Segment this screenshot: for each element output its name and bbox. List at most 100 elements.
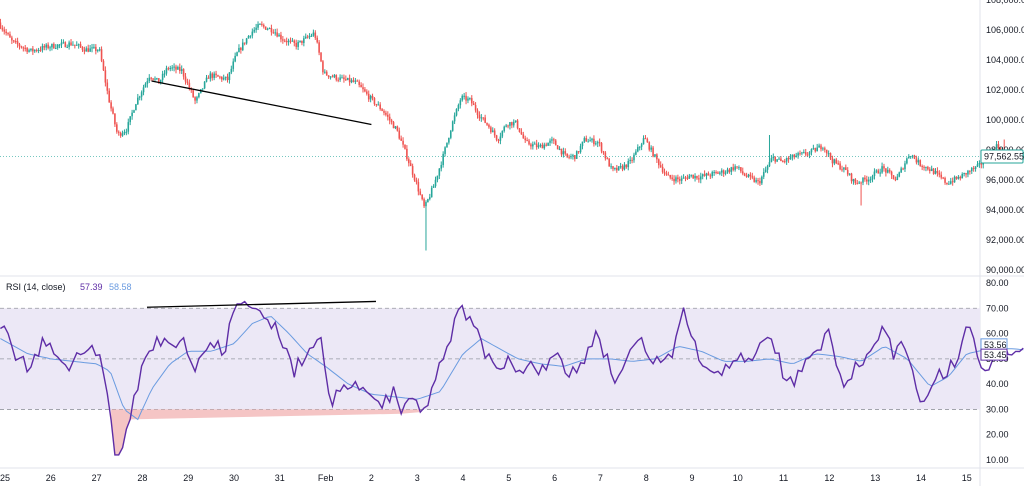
candle — [930, 165, 933, 172]
time-axis[interactable]: 25 26 27 28 29 30 31 Feb 2 3 4 5 6 7 8 9 10 11 12 13 14 15 — [0, 467, 1024, 483]
candle — [600, 142, 603, 154]
candle — [753, 175, 756, 183]
candle — [226, 73, 229, 83]
candle — [614, 167, 616, 171]
candle — [337, 77, 339, 83]
candle — [47, 42, 49, 50]
candle — [554, 139, 557, 146]
candle — [79, 41, 82, 48]
candle — [278, 33, 280, 37]
candle — [207, 75, 210, 79]
candle — [434, 176, 437, 188]
candle — [30, 48, 32, 52]
price-axis[interactable]: 90,000.0092,000.0094,000.0096,000.0098,0… — [980, 0, 1024, 275]
rsi-last-label: 53.45 — [984, 350, 1007, 360]
candle — [740, 166, 742, 174]
price-trendline[interactable] — [151, 80, 372, 126]
candle — [902, 167, 904, 171]
candle — [652, 145, 654, 158]
rsi-ma-line[interactable] — [0, 316, 1024, 421]
candle — [411, 163, 414, 178]
rsi-tick-label: 40.00 — [986, 379, 1009, 389]
candle — [295, 39, 298, 50]
price-tick-label: 100,000.00 — [986, 115, 1024, 125]
candle — [703, 170, 706, 177]
candle — [419, 188, 422, 196]
candle — [49, 45, 51, 52]
candle — [917, 157, 920, 166]
candle — [81, 46, 84, 52]
candle — [522, 131, 525, 139]
candle — [245, 37, 248, 45]
candle — [432, 184, 435, 188]
candle — [949, 177, 952, 185]
time-tick-label: 14 — [916, 473, 926, 483]
candle — [249, 35, 252, 39]
candle — [186, 78, 189, 85]
candle — [14, 38, 17, 44]
candle — [530, 142, 532, 150]
candle — [827, 150, 830, 157]
candle — [553, 137, 555, 145]
candle — [858, 180, 860, 185]
rsi-line[interactable] — [0, 300, 1024, 456]
candle — [631, 157, 633, 164]
candle — [783, 158, 786, 164]
candle — [343, 74, 345, 83]
candle — [497, 138, 500, 144]
candle — [824, 146, 826, 153]
time-tick-label: 9 — [689, 473, 694, 483]
candle — [131, 109, 133, 120]
candle — [327, 75, 330, 79]
candle — [560, 148, 563, 158]
candle — [738, 165, 740, 171]
candle — [686, 174, 689, 180]
candle — [490, 125, 492, 134]
candle — [287, 38, 290, 46]
candle — [64, 41, 67, 48]
rsi-axis[interactable]: 10.0020.0030.0040.0050.0060.0070.0080.00… — [980, 278, 1009, 465]
candle — [848, 173, 851, 176]
candle — [898, 171, 901, 178]
candle — [74, 44, 76, 49]
candle — [335, 74, 338, 82]
candle — [904, 160, 906, 173]
candle — [587, 138, 589, 143]
candle — [108, 88, 110, 103]
rsi-last-label: 53.56 — [984, 340, 1007, 350]
candle — [608, 157, 610, 167]
rsi-pane[interactable] — [0, 300, 1024, 456]
candle — [175, 64, 177, 74]
candle — [532, 141, 534, 150]
time-tick-label: 27 — [92, 473, 102, 483]
candle — [371, 93, 374, 101]
candle — [797, 151, 799, 159]
candle — [394, 125, 397, 130]
candle — [638, 146, 641, 151]
rsi-header: RSI (14, close) 57.39 58.58 — [6, 282, 132, 292]
candle — [736, 166, 738, 169]
candle — [873, 168, 876, 180]
candle — [400, 135, 402, 141]
candle — [438, 168, 441, 180]
candle — [717, 171, 719, 174]
candle — [501, 130, 504, 139]
candle — [596, 140, 599, 148]
candle — [499, 132, 502, 145]
candle — [951, 177, 954, 186]
candle — [778, 156, 780, 160]
candle — [619, 162, 622, 169]
candle — [574, 154, 576, 162]
candle — [154, 76, 156, 82]
candle — [339, 74, 341, 82]
candle — [888, 168, 891, 174]
price-tick-label: 92,000.00 — [986, 235, 1024, 245]
candle — [934, 168, 937, 175]
candle — [135, 103, 137, 111]
rsi-trendline[interactable] — [146, 300, 376, 308]
candle — [276, 28, 278, 38]
candle — [448, 137, 450, 145]
candle — [776, 159, 778, 163]
candle — [352, 77, 355, 83]
